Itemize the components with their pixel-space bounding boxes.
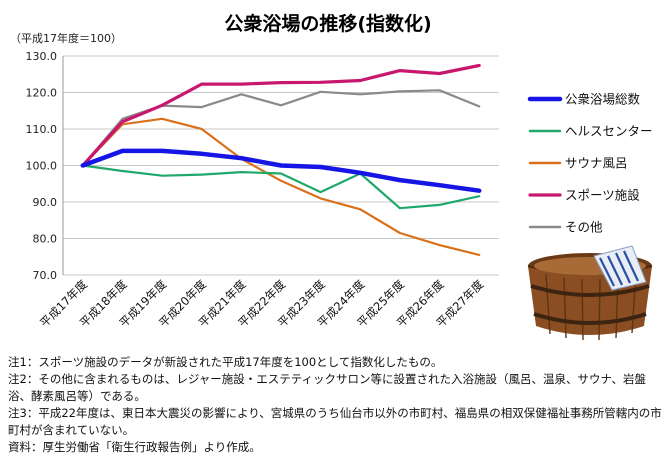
data-point (121, 120, 124, 123)
data-point (82, 164, 84, 167)
legend-label: 公衆浴場総数 (565, 92, 641, 107)
unit-label: （平成17年度＝100） (10, 31, 122, 45)
series-line-2 (81, 117, 481, 256)
data-point (438, 244, 441, 246)
data-point (438, 72, 441, 75)
data-point (161, 117, 163, 120)
data-point (438, 89, 441, 92)
data-point (280, 164, 282, 167)
note-2: 注2：その他に含まれるものは、レジャー施設・エステティックサロン等に設置された入… (8, 372, 646, 403)
series-line-4 (81, 89, 481, 167)
legend-label: スポーツ施設 (565, 188, 640, 203)
data-point (478, 105, 480, 108)
data-point (240, 157, 243, 159)
data-point (121, 170, 124, 172)
data-point (240, 83, 243, 85)
data-point (319, 197, 322, 200)
data-point (399, 207, 401, 210)
data-point (200, 106, 203, 108)
data-point (399, 69, 401, 72)
data-point (359, 79, 362, 82)
data-point (319, 166, 322, 168)
data-point (438, 184, 441, 187)
series-line-0 (80, 148, 482, 193)
y-tick-label: 100.0 (26, 160, 58, 173)
wooden-bath-tub-icon (527, 245, 653, 341)
source-note: 資料：厚生労働省「衛生行政報告例」より作成。 (8, 440, 261, 454)
data-point (161, 150, 163, 152)
data-point (200, 128, 203, 130)
data-point (319, 81, 322, 84)
data-point (319, 191, 322, 193)
chart-title: 公衆浴場の推移(指数化) (224, 12, 431, 35)
y-tick-label: 120.0 (26, 87, 58, 100)
data-point (399, 232, 401, 234)
legend-label: その他 (565, 220, 603, 235)
data-point (121, 150, 124, 152)
data-point (280, 172, 282, 175)
chart: 公衆浴場の推移(指数化) （平成17年度＝100） 70.0 80.0 90.0 10… (10, 12, 653, 341)
y-axis: 70.0 80.0 90.0 100.0 110.0 120.0 130.0 (26, 50, 64, 282)
y-tick-label: 70.0 (33, 269, 58, 282)
data-point (478, 64, 480, 67)
data-point (399, 90, 401, 93)
note-1: 注1：スポーツ施設のデータが新設された平成17年度を100として指数化したもの。 (8, 355, 443, 369)
data-point (280, 104, 282, 107)
data-point (200, 153, 203, 155)
data-point (280, 81, 282, 84)
legend-label: ヘルスセンター (565, 124, 653, 139)
data-point (359, 172, 362, 174)
notes: 注1：スポーツ施設のデータが新設された平成17年度を100として指数化したもの。… (8, 354, 663, 456)
data-point (438, 204, 441, 206)
y-tick-label: 110.0 (26, 123, 58, 136)
data-point (240, 171, 243, 173)
data-point (200, 173, 203, 176)
note-3: 注3：平成22年度は、東日本大震災の影響により、宮城県のうち仙台市以外の市町村、… (8, 406, 662, 437)
legend-label: サウナ風呂 (565, 156, 628, 171)
grid-lines (63, 55, 499, 276)
series-lines (80, 63, 482, 256)
data-point (240, 93, 243, 96)
data-point (359, 208, 362, 211)
y-tick-label: 130.0 (26, 50, 58, 63)
data-point (200, 83, 203, 85)
data-point (359, 93, 362, 96)
y-tick-label: 90.0 (33, 196, 58, 209)
data-point (121, 117, 124, 120)
data-point (161, 104, 163, 107)
data-point (478, 189, 480, 192)
data-point (478, 195, 480, 197)
data-point (319, 90, 322, 93)
data-point (161, 174, 163, 177)
data-point (280, 180, 282, 182)
x-axis: 平成17年度平成18年度平成19年度平成20年度平成21年度平成22年度平成23… (37, 277, 486, 330)
data-point (478, 254, 480, 256)
data-point (399, 179, 401, 181)
y-tick-label: 80.0 (33, 233, 58, 246)
